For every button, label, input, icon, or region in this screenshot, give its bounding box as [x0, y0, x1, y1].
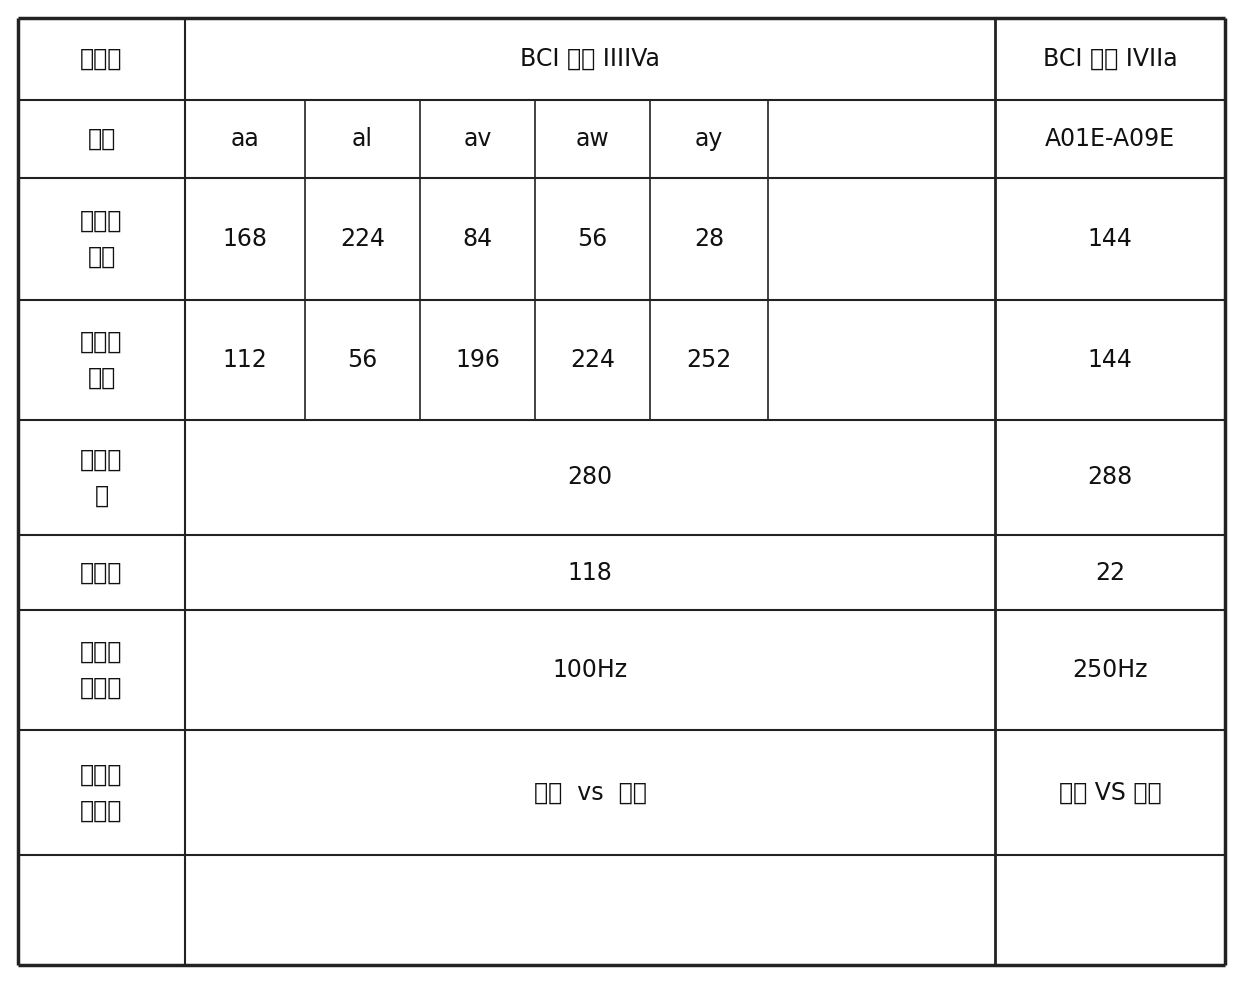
Text: 112: 112: [223, 348, 268, 372]
Text: 总试次: 总试次: [81, 448, 123, 471]
Text: av: av: [464, 127, 492, 151]
Text: 训练试: 训练试: [81, 209, 123, 233]
Text: aa: aa: [231, 127, 259, 151]
Text: 采样率: 采样率: [81, 676, 123, 700]
Text: 118: 118: [568, 561, 613, 584]
Text: 右手  vs  脚部: 右手 vs 脚部: [533, 780, 646, 805]
Text: 测试试: 测试试: [81, 330, 123, 354]
Text: 22: 22: [1095, 561, 1125, 584]
Text: 电极数: 电极数: [81, 561, 123, 584]
Text: 288: 288: [1087, 465, 1132, 489]
Text: A01E-A09E: A01E-A09E: [1045, 127, 1176, 151]
Text: 84: 84: [463, 227, 492, 251]
Text: 数据集: 数据集: [81, 47, 123, 71]
Text: aw: aw: [575, 127, 609, 151]
Text: 次数: 次数: [87, 245, 115, 269]
Text: 数: 数: [94, 483, 109, 508]
Text: al: al: [352, 127, 373, 151]
Text: 左手 VS 右手: 左手 VS 右手: [1059, 780, 1162, 805]
Text: BCI 竞赛 IIIIVa: BCI 竞赛 IIIIVa: [520, 47, 660, 71]
Text: 168: 168: [222, 227, 268, 251]
Text: 280: 280: [568, 465, 613, 489]
Text: BCI 竞赛 IVIIa: BCI 竞赛 IVIIa: [1043, 47, 1177, 71]
Text: 运动想: 运动想: [81, 763, 123, 786]
Text: 196: 196: [455, 348, 500, 372]
Text: 象类型: 象类型: [81, 798, 123, 823]
Text: （降）: （降）: [81, 640, 123, 664]
Text: 次数: 次数: [87, 366, 115, 390]
Text: ay: ay: [694, 127, 723, 151]
Text: 被试: 被试: [87, 127, 115, 151]
Text: 28: 28: [694, 227, 724, 251]
Text: 252: 252: [687, 348, 732, 372]
Text: 100Hz: 100Hz: [553, 658, 627, 682]
Text: 224: 224: [340, 227, 384, 251]
Text: 56: 56: [347, 348, 378, 372]
Text: 250Hz: 250Hz: [1073, 658, 1148, 682]
Text: 144: 144: [1087, 348, 1132, 372]
Text: 144: 144: [1087, 227, 1132, 251]
Text: 224: 224: [570, 348, 615, 372]
Text: 56: 56: [578, 227, 608, 251]
